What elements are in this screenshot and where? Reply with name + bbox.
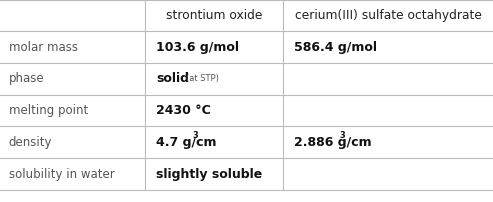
Text: solubility in water: solubility in water	[9, 167, 115, 181]
Text: strontium oxide: strontium oxide	[166, 9, 263, 22]
Text: molar mass: molar mass	[9, 41, 78, 54]
Text: melting point: melting point	[9, 104, 88, 117]
Text: solid: solid	[156, 72, 189, 85]
Text: 4.7 g/cm: 4.7 g/cm	[156, 136, 217, 149]
Text: phase: phase	[9, 72, 44, 85]
Text: 586.4 g/mol: 586.4 g/mol	[294, 41, 377, 54]
Text: 2.886 g/cm: 2.886 g/cm	[294, 136, 372, 149]
Text: slightly soluble: slightly soluble	[156, 167, 263, 181]
Text: cerium(III) sulfate octahydrate: cerium(III) sulfate octahydrate	[295, 9, 482, 22]
Text: 2430 °C: 2430 °C	[156, 104, 211, 117]
Text: 3: 3	[193, 131, 198, 140]
Text: (at STP): (at STP)	[186, 74, 219, 83]
Text: 3: 3	[340, 131, 346, 140]
Text: density: density	[9, 136, 52, 149]
Text: 103.6 g/mol: 103.6 g/mol	[156, 41, 239, 54]
